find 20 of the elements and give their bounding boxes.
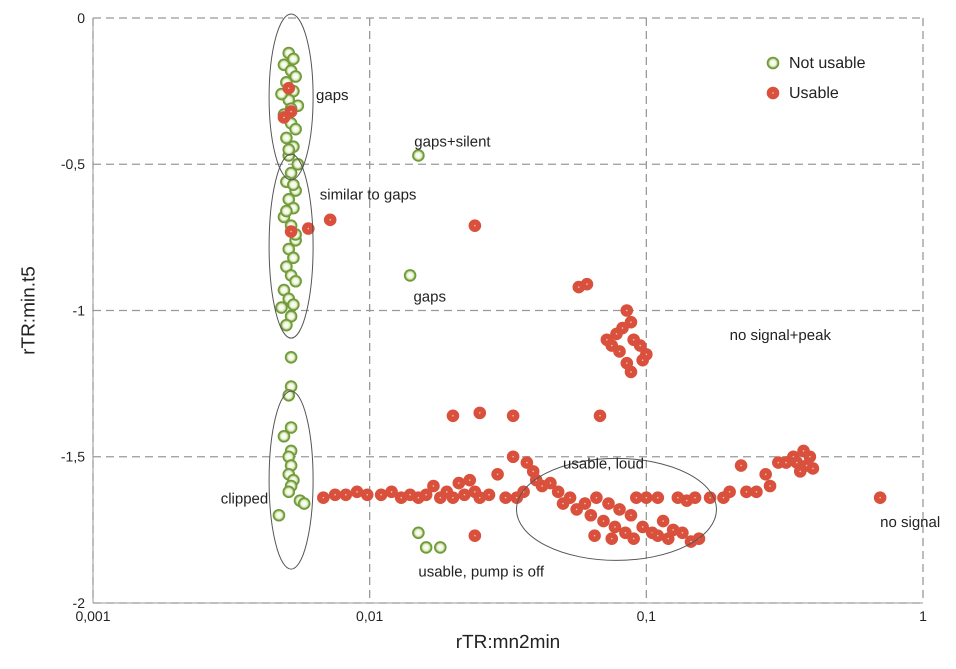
y-tick-label: -1 (72, 302, 86, 318)
x-tick-label: 1 (919, 608, 928, 624)
x-axis-title: rTR:mn2min (456, 632, 560, 653)
annotation: usable, pump is off (418, 564, 545, 581)
y-axis-title: rTR:min.t5 (18, 266, 40, 355)
y-tick-label: 0 (77, 10, 86, 26)
legend-label: Usable (789, 85, 839, 102)
annotation: no signal (880, 514, 940, 531)
annotation: gaps (413, 288, 446, 306)
annotation: clipped (220, 490, 268, 508)
annotation: no signal+peak (730, 326, 832, 344)
x-tick-label: 0,01 (356, 608, 384, 624)
y-tick-label: -1,5 (60, 448, 86, 465)
annotation: similar to gaps (320, 186, 416, 204)
legend-label: Not usable (789, 55, 866, 72)
annotation: gaps (316, 86, 349, 104)
annotation: usable, loud (563, 455, 644, 472)
y-tick-label: -0,5 (60, 156, 86, 172)
annotation: gaps+silent (414, 134, 492, 151)
x-tick-label: 0,1 (636, 608, 656, 624)
